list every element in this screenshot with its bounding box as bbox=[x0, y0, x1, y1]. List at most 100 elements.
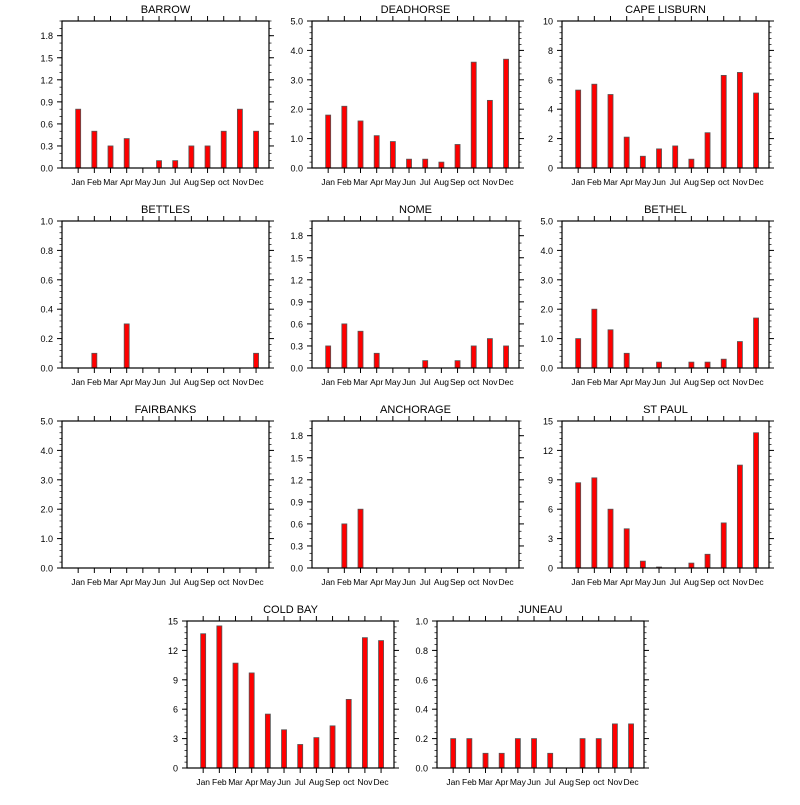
bar-Apr bbox=[123, 323, 130, 369]
x-tick-label: Feb bbox=[87, 377, 102, 387]
bar-Jun bbox=[281, 729, 287, 769]
x-tick-label: Apr bbox=[120, 177, 133, 187]
bar-Aug bbox=[188, 145, 195, 169]
x-tick-label: Nov bbox=[357, 777, 373, 787]
chart-panel-deadhorse: DEADHORSE 0.0 1.0 2.0 3.0 4.0 5.0 Jan Feb Mar Apr M… bbox=[290, 4, 524, 187]
chart-panel-barrow: BARROW 0.0 0.3 0.6 0.9 1.2 1.5 1.8 Jan Feb Mar Apr M… bbox=[40, 4, 274, 187]
x-tick-label: Jun bbox=[152, 177, 166, 187]
bar-May bbox=[389, 141, 396, 169]
y-tick-label: 1.0 bbox=[540, 334, 553, 344]
bar-Sep bbox=[704, 132, 711, 169]
x-tick-label: May bbox=[510, 777, 527, 787]
x-tick-label: oct bbox=[343, 777, 355, 787]
x-tick-label: oct bbox=[218, 177, 230, 187]
chart-panel-cape-lisburn: CAPE LISBURN 0 2 4 6 8 10 Jan Feb Mar Apr May Jun Jul… bbox=[543, 4, 774, 187]
y-tick-label: 0.0 bbox=[40, 164, 53, 174]
y-tick-label: 0.8 bbox=[415, 646, 428, 656]
x-tick-label: Feb bbox=[87, 577, 102, 587]
x-tick-label: Jan bbox=[571, 577, 585, 587]
x-tick-label: Feb bbox=[87, 177, 102, 187]
y-tick-label: 5.0 bbox=[540, 217, 553, 227]
x-tick-label: Apr bbox=[370, 377, 383, 387]
x-tick-label: Mar bbox=[228, 777, 243, 787]
bar-Aug bbox=[688, 562, 695, 569]
y-tick-label: 5.0 bbox=[290, 17, 303, 27]
y-tick-label: 1.8 bbox=[290, 231, 303, 241]
x-tick-label: Sep bbox=[450, 177, 465, 187]
bar-oct bbox=[220, 130, 227, 169]
x-tick-label: Nov bbox=[732, 177, 748, 187]
x-tick-label: Dec bbox=[749, 377, 765, 387]
x-tick-label: oct bbox=[718, 377, 730, 387]
x-tick-label: Aug bbox=[434, 177, 449, 187]
x-tick-label: Dec bbox=[499, 177, 515, 187]
x-tick-label: Jan bbox=[71, 377, 85, 387]
x-tick-label: Feb bbox=[337, 177, 352, 187]
x-tick-label: Jan bbox=[571, 377, 585, 387]
bar-Jun bbox=[531, 738, 537, 769]
bar-Mar bbox=[107, 145, 114, 169]
x-tick-label: Aug bbox=[184, 577, 199, 587]
x-tick-label: Aug bbox=[684, 577, 699, 587]
x-tick-label: Aug bbox=[434, 577, 449, 587]
y-tick-label: 0.9 bbox=[40, 97, 53, 107]
y-tick-label: 0.3 bbox=[290, 341, 303, 351]
y-tick-label: 1.2 bbox=[290, 275, 303, 285]
x-tick-label: Feb bbox=[587, 577, 602, 587]
bar-Dec bbox=[753, 317, 759, 369]
y-tick-label: 0 bbox=[173, 764, 178, 774]
chart-title: DEADHORSE bbox=[381, 4, 451, 16]
y-tick-label: 0 bbox=[548, 164, 553, 174]
bar-May bbox=[639, 155, 646, 169]
bar-Feb bbox=[466, 738, 473, 769]
bar-Jan bbox=[575, 338, 582, 369]
x-tick-label: Feb bbox=[587, 177, 602, 187]
x-tick-label: Feb bbox=[337, 577, 352, 587]
y-tick-label: 15 bbox=[543, 417, 553, 427]
x-tick-label: Nov bbox=[732, 377, 748, 387]
x-tick-label: Nov bbox=[732, 577, 748, 587]
bar-Jun bbox=[656, 361, 662, 369]
bar-Dec bbox=[253, 352, 259, 369]
x-tick-label: Feb bbox=[462, 777, 477, 787]
y-tick-label: 4.0 bbox=[540, 246, 553, 256]
y-tick-label: 15 bbox=[168, 617, 178, 627]
bar-Jul bbox=[297, 744, 304, 769]
x-tick-label: Jun bbox=[277, 777, 291, 787]
y-tick-label: 0.0 bbox=[540, 364, 553, 374]
y-tick-label: 3 bbox=[548, 534, 553, 544]
bar-Apr bbox=[373, 135, 380, 169]
x-tick-label: oct bbox=[468, 577, 480, 587]
bar-Dec bbox=[378, 640, 384, 769]
plot-frame bbox=[436, 620, 645, 769]
x-tick-label: Dec bbox=[249, 577, 265, 587]
bar-Apr bbox=[373, 352, 380, 369]
x-tick-label: May bbox=[135, 177, 152, 187]
x-tick-label: Apr bbox=[370, 177, 383, 187]
bar-Jun bbox=[406, 158, 412, 169]
y-tick-label: 1.0 bbox=[40, 534, 53, 544]
x-tick-label: Jun bbox=[152, 377, 166, 387]
bar-Feb bbox=[341, 105, 348, 169]
x-tick-label: Jan bbox=[71, 177, 85, 187]
y-tick-label: 1.0 bbox=[290, 134, 303, 144]
bar-oct bbox=[720, 358, 727, 369]
y-tick-label: 1.8 bbox=[40, 31, 53, 41]
bar-Feb bbox=[341, 523, 348, 569]
y-tick-label: 0.2 bbox=[415, 734, 428, 744]
x-tick-label: Jun bbox=[402, 177, 416, 187]
x-tick-label: Nov bbox=[232, 377, 248, 387]
bar-Jun bbox=[156, 160, 162, 169]
bar-Mar bbox=[232, 662, 239, 769]
x-tick-label: Mar bbox=[103, 577, 118, 587]
bar-Sep bbox=[579, 738, 586, 769]
y-tick-label: 0.3 bbox=[40, 141, 53, 151]
bar-Nov bbox=[736, 72, 743, 169]
y-tick-label: 0.3 bbox=[290, 541, 303, 551]
x-tick-label: Sep bbox=[700, 177, 715, 187]
x-tick-label: Mar bbox=[353, 377, 368, 387]
y-tick-label: 0.4 bbox=[415, 705, 428, 715]
x-tick-label: Jul bbox=[420, 177, 431, 187]
y-tick-label: 1.0 bbox=[40, 217, 53, 227]
y-tick-label: 12 bbox=[543, 446, 553, 456]
